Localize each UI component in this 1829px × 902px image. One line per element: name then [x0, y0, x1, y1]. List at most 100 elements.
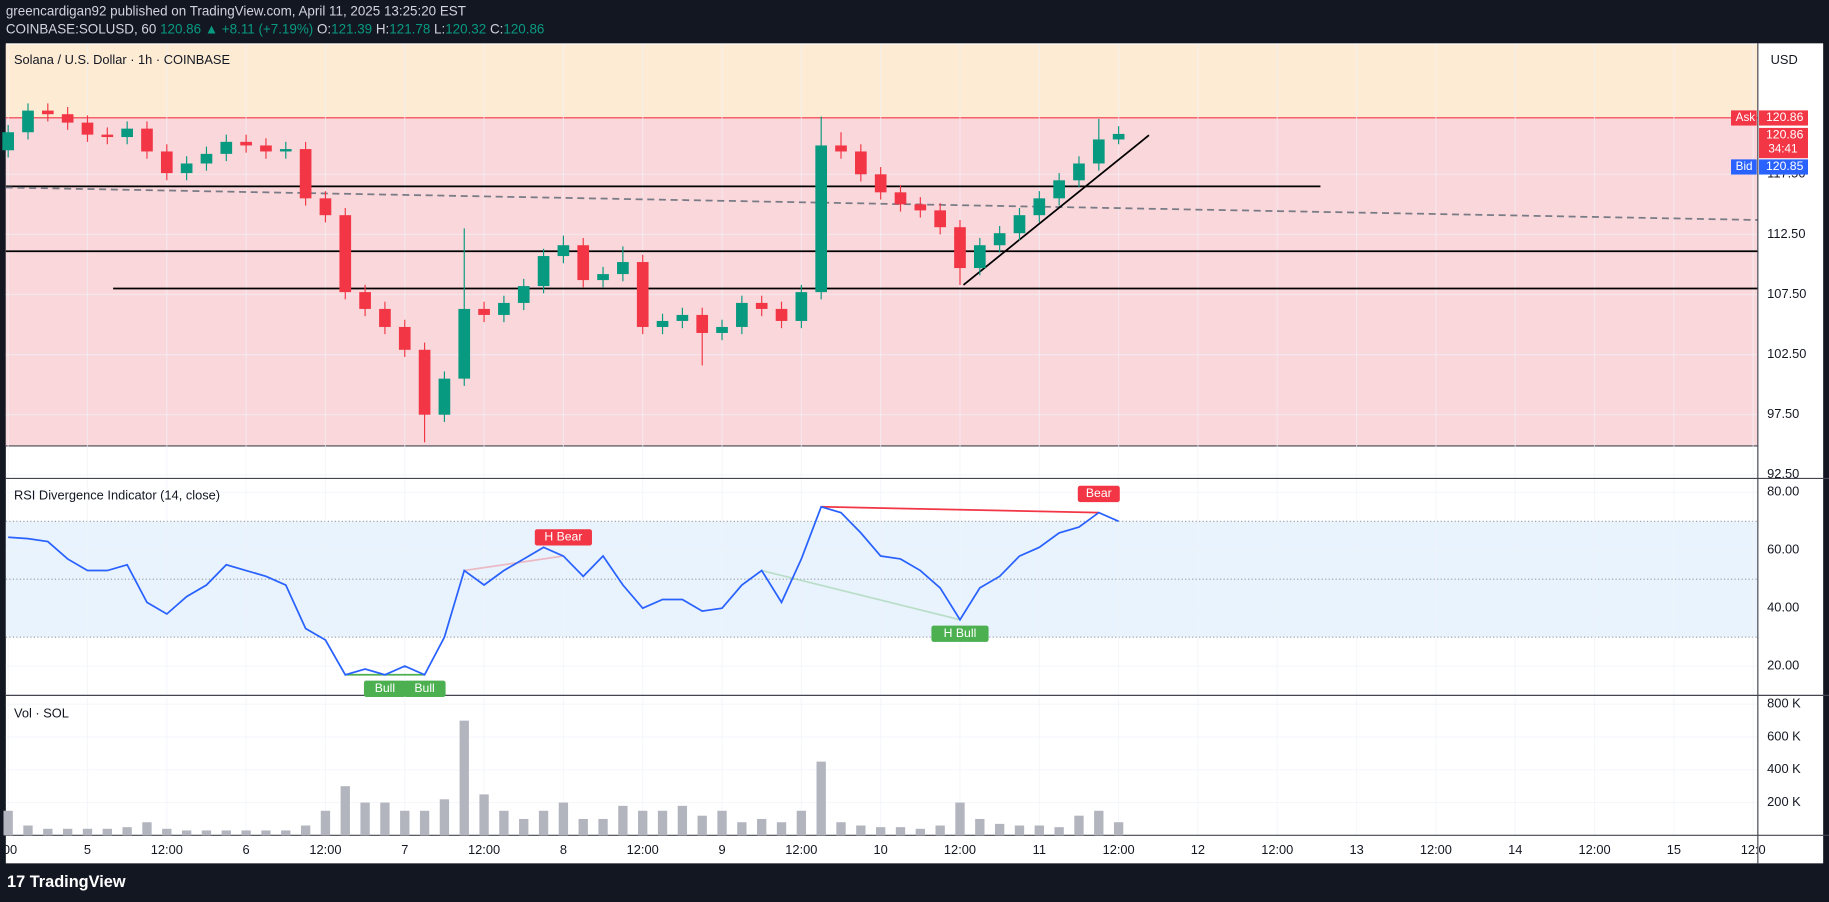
candle-body: [81, 122, 94, 135]
ohlc-label: C:: [490, 21, 503, 36]
volume-bar: [955, 802, 965, 836]
rsi-line: [8, 505, 1119, 676]
trendline: [962, 134, 1150, 286]
brand: 17 TradingView: [7, 873, 126, 891]
candle-body: [517, 286, 530, 303]
volume-bar: [578, 818, 588, 836]
candle-body: [557, 245, 570, 257]
candle-body: [240, 141, 252, 146]
volume-bar: [638, 810, 648, 836]
x-tick-label: 8: [560, 842, 567, 857]
candle-body: [498, 302, 510, 315]
signal-label: Bull: [375, 681, 395, 695]
volume-bar: [796, 810, 807, 836]
candle-body: [379, 308, 391, 327]
price-tag-bg: [1759, 127, 1809, 159]
volume-bar: [162, 828, 172, 836]
x-tick-label: 12:00: [309, 842, 341, 857]
zone: [5, 44, 1758, 118]
volume-bar: [994, 823, 1005, 836]
candle-body: [914, 204, 927, 211]
trendline: [5, 186, 1758, 221]
currency: USD: [1771, 52, 1798, 67]
volume-bar: [935, 825, 945, 836]
candle-body: [795, 292, 808, 321]
candle-body: [973, 245, 986, 269]
volume-bar: [895, 827, 906, 836]
zone: [5, 117, 1758, 446]
symbol: COINBASE:SOLUSD, 60: [6, 21, 157, 36]
x-tick-label: :00: [0, 842, 17, 857]
x-tick-label: 12: [1191, 842, 1205, 857]
signal-badge: [363, 680, 406, 697]
candle-body: [438, 378, 451, 415]
volume-bar: [360, 802, 370, 836]
y-tick-label: 800 K: [1767, 696, 1801, 711]
signal-badge: [1077, 485, 1120, 503]
y-tick-label: 60.00: [1767, 542, 1799, 557]
divergence-line: [761, 569, 961, 621]
volume-bar: [618, 805, 628, 836]
x-tick-label: 5: [84, 842, 91, 857]
y-tick-label: 20.00: [1767, 658, 1799, 673]
volume-bar: [876, 827, 886, 836]
y-tick-label: 200 K: [1767, 794, 1801, 809]
volume-bar: [181, 830, 192, 836]
signal-badge: [931, 625, 989, 642]
candle-body: [22, 110, 34, 133]
signal-label: H Bull: [944, 626, 977, 640]
volume-bar: [717, 810, 727, 836]
volume-bar: [400, 810, 410, 836]
volume-bar: [320, 810, 331, 836]
candle-body: [200, 153, 213, 164]
candle-body: [279, 149, 292, 152]
price-tag-timer: 34:41: [1768, 143, 1797, 156]
volume-bar: [697, 815, 707, 836]
volume-bar: [122, 827, 132, 836]
y-tick-label: 80.00: [1767, 484, 1799, 499]
volume-bar: [856, 825, 866, 836]
candle-body: [359, 292, 371, 309]
volume-bar: [519, 818, 529, 836]
candle-body: [755, 302, 768, 309]
candle-body: [1053, 180, 1065, 199]
logo: 17: [7, 873, 30, 891]
candle-body: [815, 145, 828, 293]
price-tag-value: 120.86: [1766, 110, 1804, 124]
candle-body: [1073, 163, 1085, 181]
signal-badge: [403, 680, 446, 697]
candle-body: [458, 308, 471, 379]
candle-body: [1112, 133, 1125, 140]
price-tag-label: Ask: [1736, 111, 1756, 124]
publisher: greencardigan92 published on TradingView…: [6, 3, 466, 18]
volume-bar: [439, 799, 450, 836]
volume-bar: [82, 828, 93, 836]
candle-body: [418, 349, 431, 415]
pane-title: RSI Divergence Indicator (14, close): [14, 487, 220, 502]
divergence-line: [821, 505, 1099, 514]
volume-bar: [836, 822, 846, 836]
signal-label: Bear: [1086, 486, 1112, 500]
candle-body: [160, 151, 173, 174]
volume-bar: [221, 830, 231, 836]
volume-bar: [558, 802, 569, 836]
x-tick-label: 12:00: [1103, 842, 1135, 857]
volume-bar: [657, 810, 668, 836]
x-tick-label: 11: [1033, 842, 1046, 857]
candle-body: [61, 114, 74, 123]
volume-bar: [1034, 825, 1044, 836]
x-tick-label: 13: [1349, 842, 1363, 857]
volume-bar: [677, 805, 688, 836]
pane-title: Vol · SOL: [14, 705, 69, 720]
ohlc-value: 120.32: [445, 21, 486, 36]
candle-body: [874, 174, 887, 193]
volume-bar: [737, 822, 747, 836]
y-tick-label: 600 K: [1767, 728, 1801, 743]
volume-bar: [201, 830, 212, 836]
y-tick-label: 400 K: [1767, 761, 1801, 776]
y-tick-label: 112.50: [1767, 226, 1805, 241]
candle-body: [339, 215, 352, 293]
price-tag-label: Bid: [1736, 160, 1753, 173]
candle-body: [716, 326, 728, 333]
